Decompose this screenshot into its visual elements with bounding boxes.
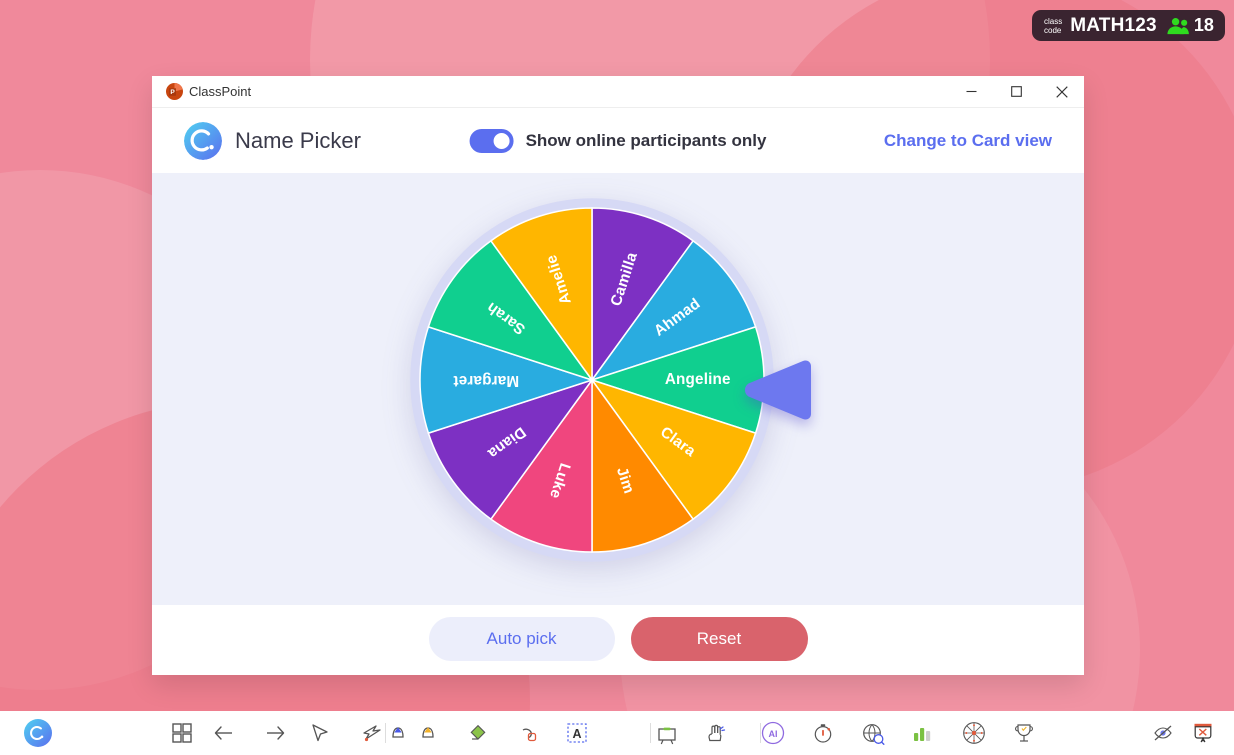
svg-text:Margaret: Margaret: [453, 372, 519, 389]
svg-text:P: P: [170, 89, 175, 96]
svg-text:Angeline: Angeline: [665, 371, 731, 388]
svg-text:A: A: [572, 727, 581, 741]
svg-text:AI: AI: [769, 729, 778, 739]
